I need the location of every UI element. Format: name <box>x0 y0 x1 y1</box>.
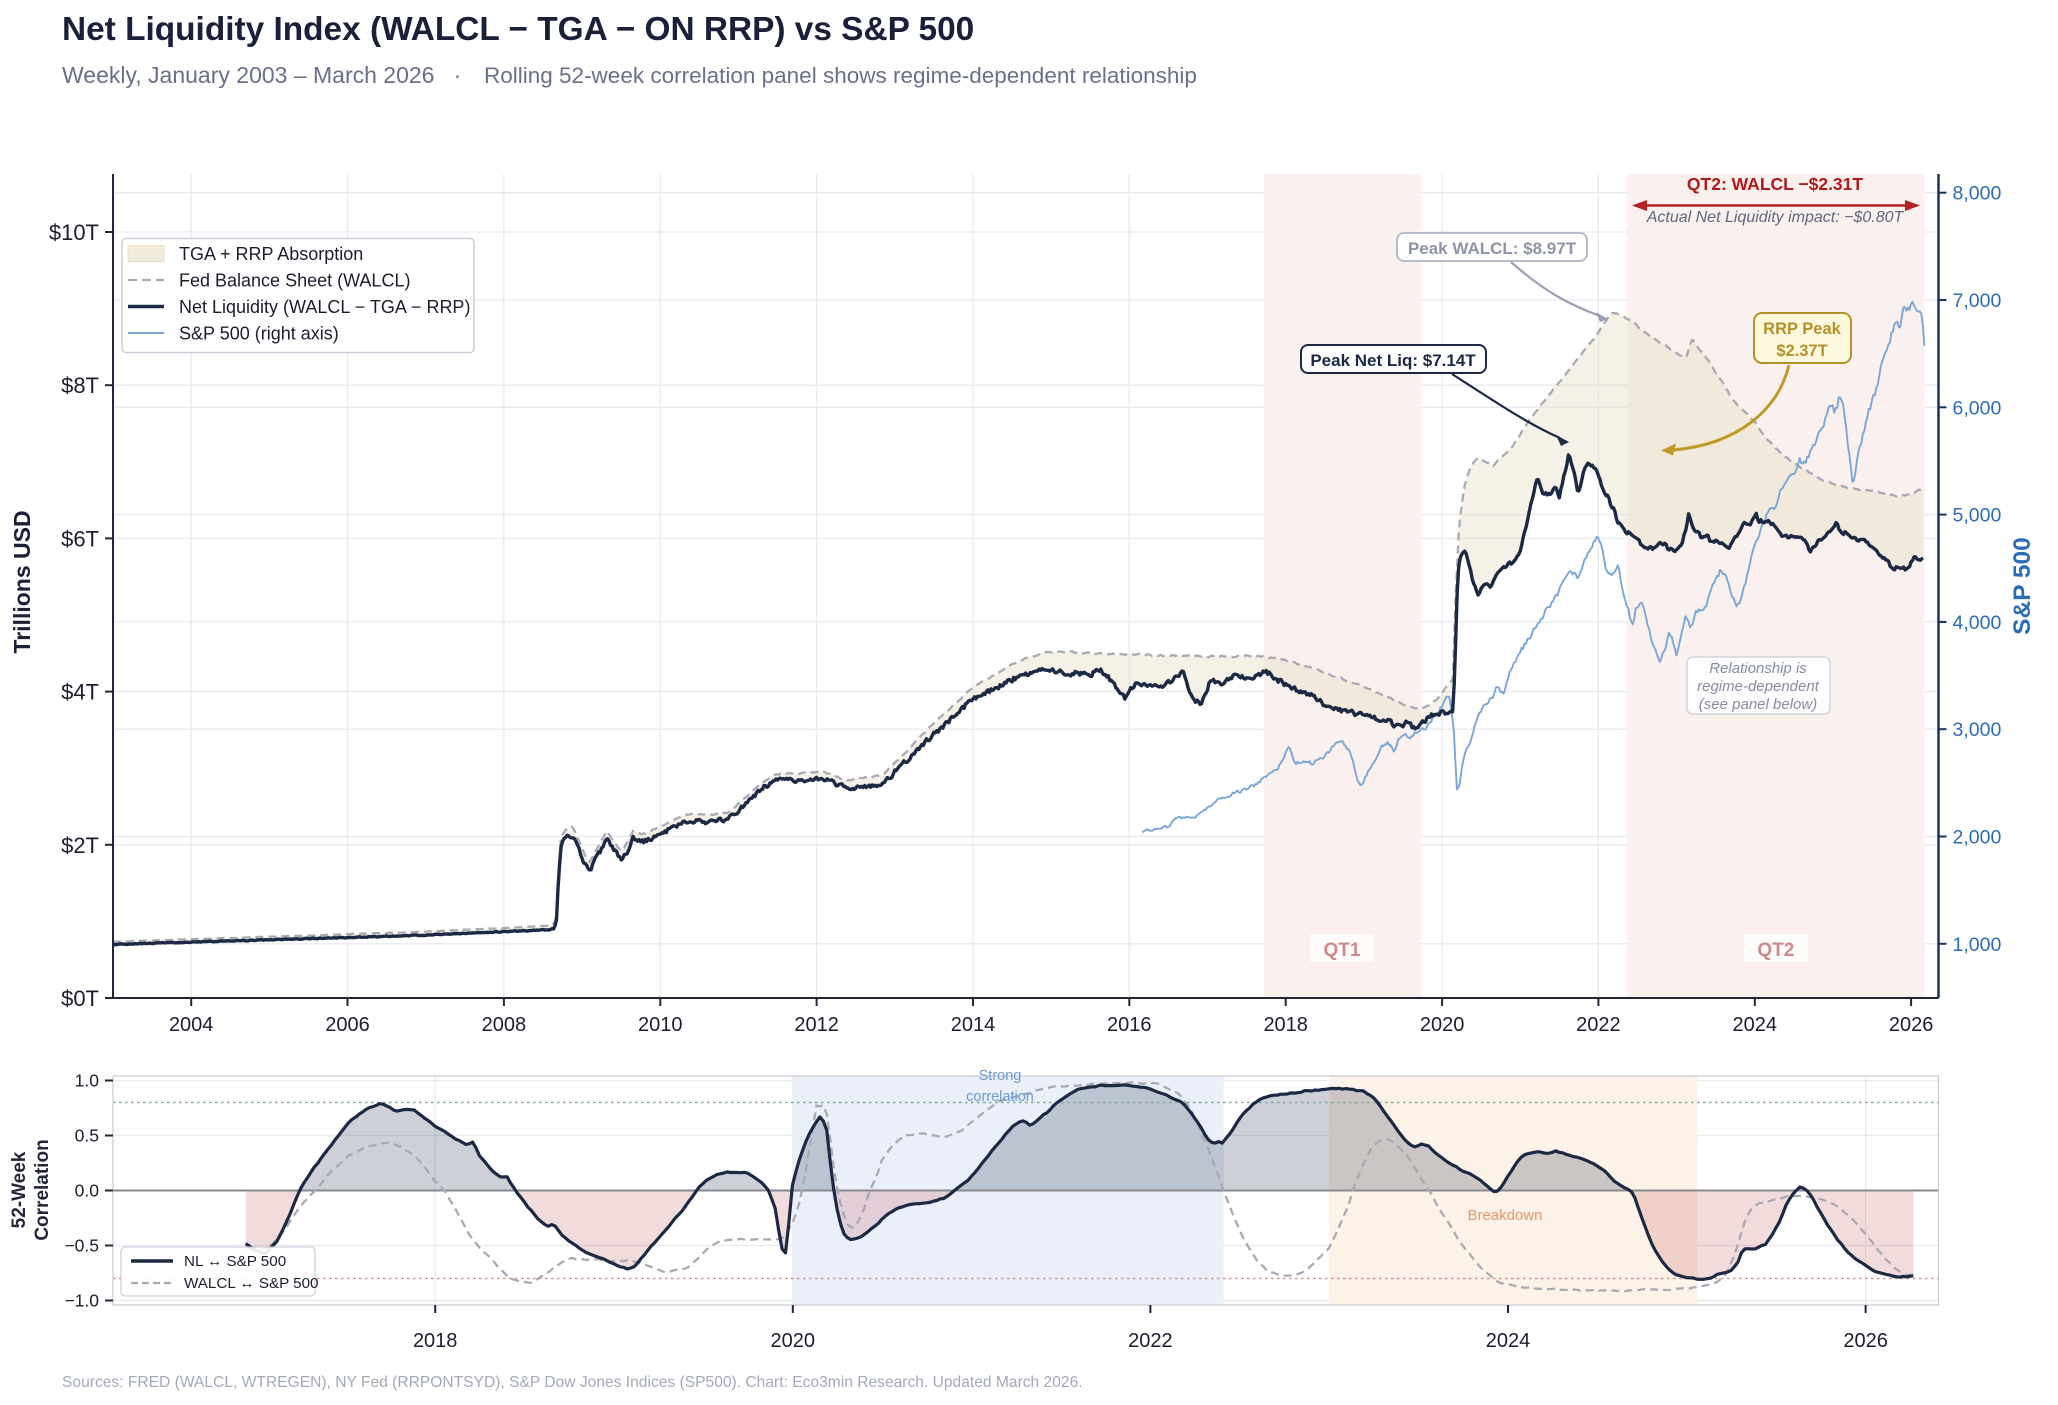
svg-text:$10T: $10T <box>49 220 99 245</box>
svg-text:0.0: 0.0 <box>75 1181 100 1201</box>
svg-text:Strong: Strong <box>979 1068 1022 1084</box>
svg-text:QT1: QT1 <box>1324 940 1361 961</box>
svg-text:2010: 2010 <box>638 1014 683 1036</box>
svg-text:4,000: 4,000 <box>1953 612 2002 634</box>
svg-text:2024: 2024 <box>1733 1014 1778 1036</box>
svg-text:$2T: $2T <box>61 833 99 858</box>
svg-text:Relationship is: Relationship is <box>1709 660 1807 677</box>
svg-text:Sources: FRED (WALCL, WTREGEN): Sources: FRED (WALCL, WTREGEN), NY Fed (… <box>62 1374 1083 1391</box>
svg-text:$0T: $0T <box>61 986 99 1011</box>
svg-text:2004: 2004 <box>169 1014 214 1036</box>
svg-text:Peak Net Liq: $7.14T: Peak Net Liq: $7.14T <box>1310 351 1476 370</box>
svg-text:52-Week: 52-Week <box>9 1151 30 1228</box>
svg-text:0.5: 0.5 <box>75 1126 99 1146</box>
svg-text:5,000: 5,000 <box>1953 505 2002 527</box>
svg-text:correlation: correlation <box>966 1089 1034 1105</box>
svg-text:2008: 2008 <box>482 1014 527 1036</box>
svg-text:$2.37T: $2.37T <box>1776 342 1827 360</box>
svg-text:3,000: 3,000 <box>1953 719 2002 741</box>
svg-text:2020: 2020 <box>1420 1014 1465 1036</box>
svg-text:2012: 2012 <box>794 1014 839 1036</box>
svg-text:2024: 2024 <box>1486 1330 1531 1352</box>
svg-text:RRP Peak: RRP Peak <box>1763 320 1841 338</box>
svg-text:$8T: $8T <box>61 373 99 398</box>
svg-text:Rolling 52-week correlation pa: Rolling 52-week correlation panel shows … <box>484 63 1197 88</box>
svg-text:2014: 2014 <box>951 1014 996 1036</box>
svg-text:−0.5: −0.5 <box>64 1236 99 1256</box>
svg-text:2018: 2018 <box>1263 1014 1308 1036</box>
svg-text:2006: 2006 <box>325 1014 370 1036</box>
svg-text:1.0: 1.0 <box>75 1071 100 1091</box>
svg-text:Weekly, January 2003 – March 2: Weekly, January 2003 – March 2026 <box>62 62 434 88</box>
svg-text:WALCL ↔ S&P 500: WALCL ↔ S&P 500 <box>184 1275 319 1292</box>
svg-text:Peak WALCL: $8.97T: Peak WALCL: $8.97T <box>1408 239 1577 258</box>
svg-text:NL ↔ S&P 500: NL ↔ S&P 500 <box>184 1253 286 1270</box>
svg-text:·: · <box>454 62 462 88</box>
svg-text:Fed Balance Sheet (WALCL): Fed Balance Sheet (WALCL) <box>179 271 410 291</box>
svg-text:2,000: 2,000 <box>1953 827 2002 849</box>
svg-text:TGA + RRP Absorption: TGA + RRP Absorption <box>179 244 363 264</box>
svg-text:$4T: $4T <box>61 680 99 705</box>
svg-text:2016: 2016 <box>1107 1014 1152 1036</box>
svg-text:2020: 2020 <box>771 1330 816 1352</box>
svg-text:regime-dependent: regime-dependent <box>1697 678 1820 695</box>
svg-text:(see panel below): (see panel below) <box>1699 696 1817 713</box>
svg-text:QT2: WALCL −$2.31T: QT2: WALCL −$2.31T <box>1687 174 1863 194</box>
svg-text:Net Liquidity (WALCL − TGA − R: Net Liquidity (WALCL − TGA − RRP) <box>179 297 470 317</box>
svg-text:Correlation: Correlation <box>32 1139 53 1240</box>
svg-text:7,000: 7,000 <box>1953 290 2002 312</box>
svg-text:8,000: 8,000 <box>1953 183 2002 205</box>
svg-text:Breakdown: Breakdown <box>1467 1207 1542 1224</box>
svg-text:Actual Net Liquidity impact: −: Actual Net Liquidity impact: −$0.80T <box>1646 209 1905 226</box>
svg-text:−1.0: −1.0 <box>64 1291 99 1311</box>
svg-text:2026: 2026 <box>1889 1014 1934 1036</box>
svg-text:6,000: 6,000 <box>1953 397 2002 419</box>
svg-text:QT2: QT2 <box>1757 940 1794 961</box>
svg-text:Trillions USD: Trillions USD <box>9 510 35 653</box>
svg-text:2026: 2026 <box>1843 1330 1888 1352</box>
svg-text:1,000: 1,000 <box>1953 934 2002 956</box>
svg-text:S&P 500 (right axis): S&P 500 (right axis) <box>179 324 339 344</box>
svg-text:2022: 2022 <box>1128 1330 1173 1352</box>
svg-text:2022: 2022 <box>1576 1014 1621 1036</box>
svg-text:S&P 500: S&P 500 <box>2009 537 2036 635</box>
svg-text:Net Liquidity Index (WALCL − T: Net Liquidity Index (WALCL − TGA − ON RR… <box>62 11 974 48</box>
svg-text:2018: 2018 <box>413 1330 458 1352</box>
svg-text:$6T: $6T <box>61 526 99 551</box>
